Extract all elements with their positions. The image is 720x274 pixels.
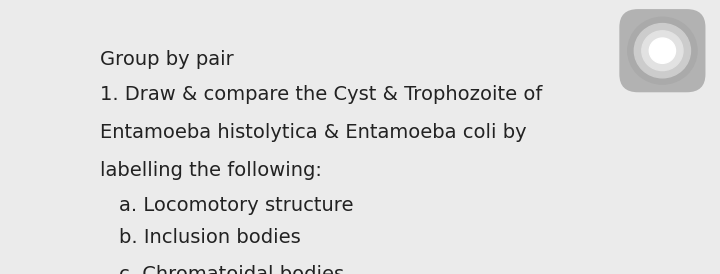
Circle shape bbox=[634, 24, 690, 78]
Circle shape bbox=[628, 17, 697, 84]
Text: Entamoeba histolytica & Entamoeba coli by: Entamoeba histolytica & Entamoeba coli b… bbox=[100, 122, 526, 142]
Circle shape bbox=[649, 38, 675, 63]
FancyBboxPatch shape bbox=[619, 9, 706, 92]
Text: a. Locomotory structure: a. Locomotory structure bbox=[119, 196, 354, 215]
Text: c. Chromatoidal bodies: c. Chromatoidal bodies bbox=[119, 265, 344, 274]
Text: Group by pair: Group by pair bbox=[100, 50, 234, 69]
Text: labelling the following:: labelling the following: bbox=[100, 161, 322, 179]
Circle shape bbox=[642, 31, 683, 71]
Text: 1. Draw & compare the Cyst & Trophozoite of: 1. Draw & compare the Cyst & Trophozoite… bbox=[100, 85, 542, 104]
Text: b. Inclusion bodies: b. Inclusion bodies bbox=[119, 228, 301, 247]
